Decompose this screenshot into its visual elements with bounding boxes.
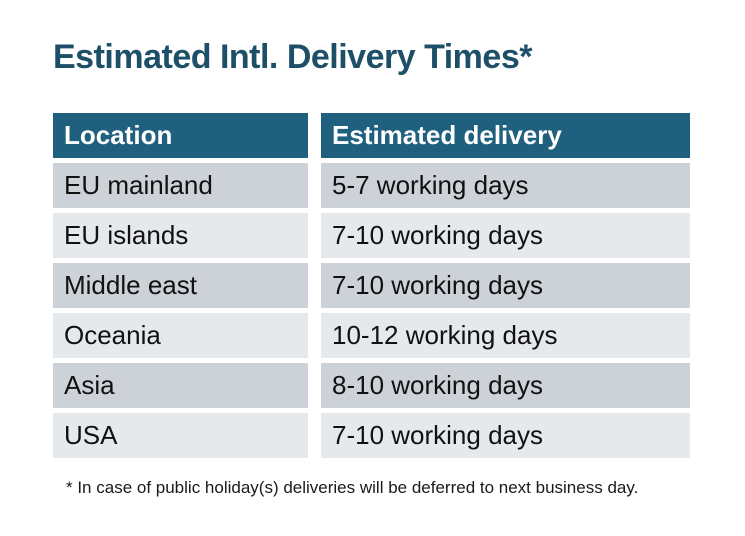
table-cell-delivery: 5-7 working days xyxy=(321,163,690,208)
table-cell-delivery: 10-12 working days xyxy=(321,313,690,358)
page-title: Estimated Intl. Delivery Times* xyxy=(53,38,532,76)
table-cell-delivery: 8-10 working days xyxy=(321,363,690,408)
table-cell-location: Oceania xyxy=(53,313,308,358)
table-cell-location: Middle east xyxy=(53,263,308,308)
table-cell-delivery: 7-10 working days xyxy=(321,263,690,308)
table-cell-location: Asia xyxy=(53,363,308,408)
table-cell-location: EU mainland xyxy=(53,163,308,208)
footnote: * In case of public holiday(s) deliverie… xyxy=(66,478,639,497)
table-cell-delivery: 7-10 working days xyxy=(321,213,690,258)
table-cell-location: USA xyxy=(53,413,308,458)
table-cell-location: EU islands xyxy=(53,213,308,258)
delivery-times-table: Location Estimated delivery EU mainland … xyxy=(53,113,690,458)
table-cell-delivery: 7-10 working days xyxy=(321,413,690,458)
column-header-location: Location xyxy=(53,113,308,158)
column-header-estimated-delivery: Estimated delivery xyxy=(321,113,690,158)
